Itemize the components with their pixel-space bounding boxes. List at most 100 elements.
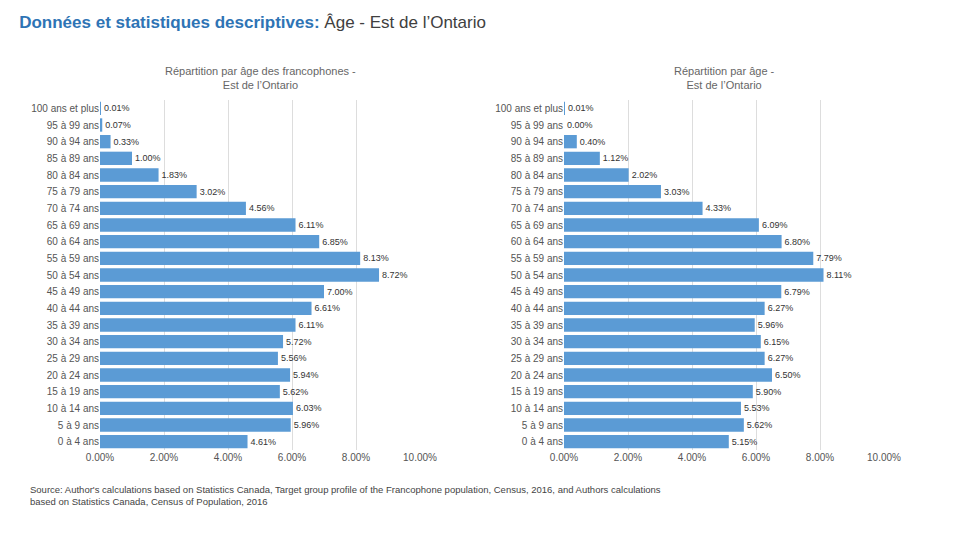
svg-text:55 à 59 ans: 55 à 59 ans (511, 253, 563, 264)
svg-text:3.02%: 3.02% (200, 187, 226, 197)
svg-text:0.07%: 0.07% (105, 120, 131, 130)
svg-text:15 à 19 ans: 15 à 19 ans (47, 386, 99, 397)
svg-text:85 à 89 ans: 85 à 89 ans (511, 153, 563, 164)
svg-text:0.40%: 0.40% (580, 137, 606, 147)
svg-text:5.56%: 5.56% (281, 353, 307, 363)
svg-text:6.80%: 6.80% (785, 237, 811, 247)
svg-text:95 à 99 ans: 95 à 99 ans (511, 120, 563, 131)
svg-text:6.15%: 6.15% (764, 337, 790, 347)
svg-text:8.72%: 8.72% (382, 270, 408, 280)
svg-text:20 à 24 ans: 20 à 24 ans (511, 370, 563, 381)
svg-text:6.27%: 6.27% (768, 303, 794, 313)
svg-text:50 à 54 ans: 50 à 54 ans (511, 270, 563, 281)
svg-text:5.62%: 5.62% (747, 420, 773, 430)
svg-text:5.53%: 5.53% (744, 403, 770, 413)
svg-text:25 à 29 ans: 25 à 29 ans (511, 353, 563, 364)
svg-text:Répartition par âge des franco: Répartition par âge des francophones -Es… (165, 65, 356, 91)
svg-text:100 ans et plus: 100 ans et plus (495, 103, 563, 114)
svg-text:25 à 29 ans: 25 à 29 ans (47, 353, 99, 364)
svg-text:6.79%: 6.79% (784, 287, 810, 297)
svg-text:6.50%: 6.50% (775, 370, 801, 380)
svg-text:4.00%: 4.00% (214, 452, 242, 463)
svg-text:5.62%: 5.62% (283, 387, 309, 397)
svg-text:7.00%: 7.00% (327, 287, 353, 297)
svg-text:35 à 39 ans: 35 à 39 ans (511, 320, 563, 331)
svg-text:6.03%: 6.03% (296, 403, 322, 413)
svg-text:6.00%: 6.00% (742, 452, 770, 463)
svg-text:75 à 79 ans: 75 à 79 ans (47, 186, 99, 197)
svg-text:60 à 64 ans: 60 à 64 ans (47, 236, 99, 247)
svg-text:8.00%: 8.00% (806, 452, 834, 463)
svg-text:8.11%: 8.11% (827, 270, 852, 280)
svg-text:10.00%: 10.00% (403, 452, 437, 463)
svg-text:90 à 94 ans: 90 à 94 ans (511, 136, 563, 147)
svg-text:6.61%: 6.61% (315, 303, 341, 313)
svg-text:6.11%: 6.11% (299, 320, 324, 330)
svg-text:6.00%: 6.00% (278, 452, 306, 463)
svg-text:15 à 19 ans: 15 à 19 ans (511, 386, 563, 397)
svg-text:5.90%: 5.90% (756, 387, 782, 397)
svg-text:6.09%: 6.09% (762, 220, 788, 230)
svg-text:Source: Author's calculations: Source: Author's calculations based on S… (30, 484, 661, 507)
svg-text:1.12%: 1.12% (603, 153, 629, 163)
svg-text:100 ans et plus: 100 ans et plus (31, 103, 99, 114)
svg-text:5 à 9 ans: 5 à 9 ans (522, 420, 563, 431)
svg-text:45 à 49 ans: 45 à 49 ans (47, 286, 99, 297)
svg-text:2.00%: 2.00% (614, 452, 642, 463)
svg-text:0.01%: 0.01% (104, 103, 130, 113)
svg-text:6.27%: 6.27% (768, 353, 794, 363)
svg-text:0.00%: 0.00% (86, 452, 114, 463)
svg-text:90 à 94 ans: 90 à 94 ans (47, 136, 99, 147)
svg-text:5 à 9 ans: 5 à 9 ans (58, 420, 99, 431)
svg-text:Répartition par âge -Est de l’: Répartition par âge -Est de l’Ontario (674, 65, 775, 91)
svg-text:Données et statistiques descri: Données et statistiques descriptives: Âg… (19, 13, 486, 32)
svg-text:4.56%: 4.56% (249, 203, 275, 213)
svg-text:80 à 84 ans: 80 à 84 ans (47, 170, 99, 181)
svg-text:20 à 24 ans: 20 à 24 ans (47, 370, 99, 381)
svg-text:5.15%: 5.15% (732, 437, 758, 447)
svg-text:0 à 4 ans: 0 à 4 ans (522, 436, 563, 447)
svg-text:4.00%: 4.00% (678, 452, 706, 463)
svg-text:75 à 79 ans: 75 à 79 ans (511, 186, 563, 197)
svg-text:5.94%: 5.94% (293, 370, 319, 380)
svg-text:6.85%: 6.85% (322, 237, 348, 247)
svg-text:5.96%: 5.96% (758, 320, 784, 330)
svg-text:0 à 4 ans: 0 à 4 ans (58, 436, 99, 447)
svg-text:8.13%: 8.13% (363, 253, 389, 263)
svg-text:5.96%: 5.96% (294, 420, 320, 430)
svg-text:0.00%: 0.00% (567, 120, 593, 130)
svg-text:80 à 84 ans: 80 à 84 ans (511, 170, 563, 181)
svg-text:30 à 34 ans: 30 à 34 ans (47, 336, 99, 347)
svg-text:70 à 74 ans: 70 à 74 ans (47, 203, 99, 214)
svg-text:0.00%: 0.00% (550, 452, 578, 463)
svg-text:2.00%: 2.00% (150, 452, 178, 463)
svg-text:0.33%: 0.33% (114, 137, 140, 147)
svg-text:5.72%: 5.72% (286, 337, 312, 347)
svg-text:10 à 14 ans: 10 à 14 ans (511, 403, 563, 414)
svg-text:2.02%: 2.02% (632, 170, 658, 180)
svg-text:95 à 99 ans: 95 à 99 ans (47, 120, 99, 131)
svg-text:6.11%: 6.11% (299, 220, 324, 230)
svg-text:85 à 89 ans: 85 à 89 ans (47, 153, 99, 164)
svg-text:4.33%: 4.33% (706, 203, 732, 213)
svg-text:1.83%: 1.83% (162, 170, 188, 180)
svg-text:0.01%: 0.01% (568, 103, 594, 113)
svg-text:55 à 59 ans: 55 à 59 ans (47, 253, 99, 264)
svg-text:35 à 39 ans: 35 à 39 ans (47, 320, 99, 331)
svg-text:10 à 14 ans: 10 à 14 ans (47, 403, 99, 414)
svg-text:70 à 74 ans: 70 à 74 ans (511, 203, 563, 214)
svg-text:40 à 44 ans: 40 à 44 ans (47, 303, 99, 314)
svg-text:60 à 64 ans: 60 à 64 ans (511, 236, 563, 247)
svg-text:65 à 69 ans: 65 à 69 ans (511, 220, 563, 231)
svg-text:10.00%: 10.00% (867, 452, 901, 463)
svg-text:8.00%: 8.00% (342, 452, 370, 463)
svg-text:50 à 54 ans: 50 à 54 ans (47, 270, 99, 281)
svg-text:3.03%: 3.03% (664, 187, 690, 197)
svg-text:4.61%: 4.61% (251, 437, 277, 447)
svg-text:1.00%: 1.00% (135, 153, 161, 163)
svg-text:30 à 34 ans: 30 à 34 ans (511, 336, 563, 347)
svg-text:45 à 49 ans: 45 à 49 ans (511, 286, 563, 297)
svg-text:40 à 44 ans: 40 à 44 ans (511, 303, 563, 314)
svg-text:7.79%: 7.79% (816, 253, 842, 263)
svg-text:65 à 69 ans: 65 à 69 ans (47, 220, 99, 231)
